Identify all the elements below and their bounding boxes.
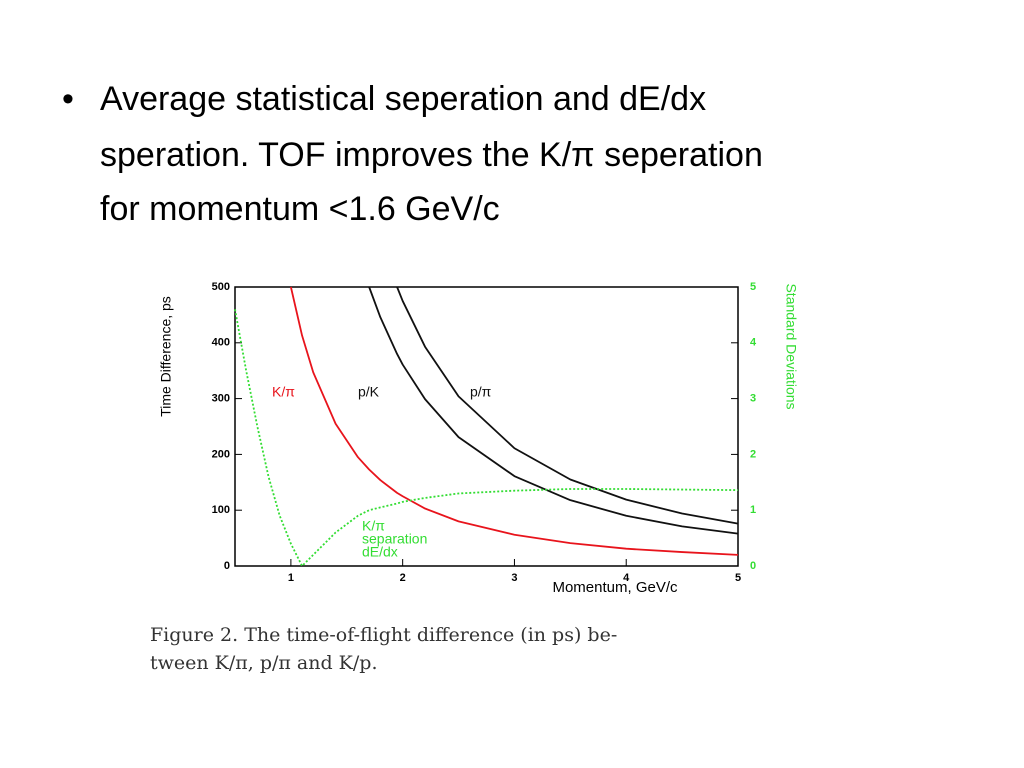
y2-tick-label: 1 [750, 504, 756, 516]
y-tick-label: 0 [224, 560, 230, 572]
y-tick-label: 200 [212, 448, 230, 460]
annotation: separation [362, 531, 427, 547]
y-tick-label: 100 [212, 504, 230, 516]
series-line [290, 286, 739, 556]
y-axis-label: Time Difference, ps [158, 296, 174, 417]
y-tick-label: 300 [212, 393, 230, 405]
y-tick-label: 500 [212, 281, 230, 293]
y2-tick-label: 5 [750, 281, 756, 293]
x-tick-label: 3 [511, 572, 517, 584]
annotation: p/π [470, 384, 492, 400]
y2-tick-label: 2 [750, 448, 756, 460]
bullet-text: speration. TOF improves the K/π seperati… [100, 136, 763, 174]
plot-frame [234, 286, 739, 567]
x-tick-label: 2 [400, 572, 406, 584]
y2-tick-label: 4 [750, 337, 757, 349]
annotation: K/π [272, 384, 295, 400]
bullet-text: for momentum <1.6 GeV/c [100, 190, 500, 228]
annotation: K/π [362, 518, 385, 534]
series-line [368, 286, 739, 535]
y2-tick-label: 3 [750, 393, 756, 405]
x-tick-label: 4 [623, 572, 630, 584]
x-tick-label: 5 [735, 572, 741, 584]
bullet-text: Average statistical seperation and dE/dx [100, 80, 707, 118]
y2-axis-label: Standard Deviations [783, 283, 799, 409]
caption: tween K/π, p/π and K/p. [150, 652, 377, 674]
caption: Figure 2. The time-of-flight difference … [150, 624, 617, 646]
y-tick-label: 400 [212, 337, 230, 349]
x-axis-label: Momentum, GeV/c [552, 579, 678, 596]
annotation: p/K [358, 384, 380, 400]
y2-tick-label: 0 [750, 560, 756, 572]
series-line [234, 309, 739, 567]
series-line [396, 286, 739, 525]
bullet-dot: • [62, 80, 74, 118]
x-tick-label: 1 [288, 572, 294, 584]
annotation: dE/dx [362, 544, 398, 560]
